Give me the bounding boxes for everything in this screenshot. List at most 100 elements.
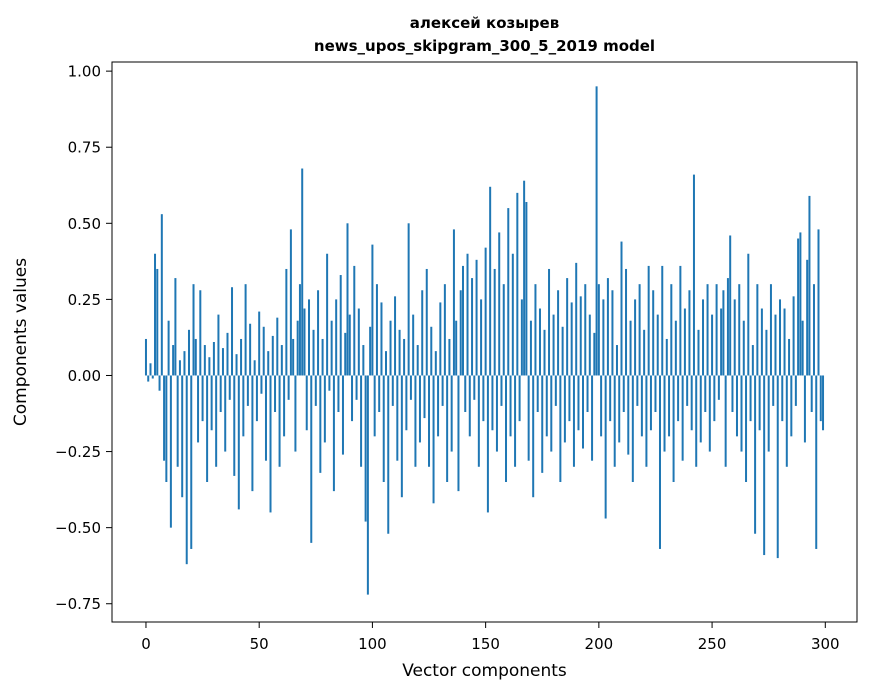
bar xyxy=(584,284,587,376)
bar xyxy=(495,375,498,452)
bar xyxy=(754,375,757,534)
bar xyxy=(717,375,720,400)
bar xyxy=(597,284,600,376)
bar xyxy=(217,314,220,376)
bar xyxy=(538,308,541,376)
bar xyxy=(382,375,385,482)
bar xyxy=(269,375,272,513)
bar xyxy=(570,302,573,376)
bar xyxy=(625,268,628,376)
bar xyxy=(172,345,175,376)
bar xyxy=(645,375,648,467)
bar xyxy=(192,284,195,376)
bar xyxy=(461,265,464,376)
bar xyxy=(781,375,784,422)
bar xyxy=(294,375,297,452)
bar xyxy=(486,375,489,513)
bar xyxy=(330,320,333,376)
bar xyxy=(278,375,281,467)
bar xyxy=(389,320,392,376)
bar xyxy=(292,338,295,376)
bar xyxy=(525,202,528,376)
axes-frame xyxy=(111,61,858,623)
bar xyxy=(611,290,614,376)
bar xyxy=(733,299,736,376)
bar xyxy=(683,308,686,376)
bar xyxy=(439,302,442,376)
bar xyxy=(457,375,460,492)
bar xyxy=(797,238,800,376)
bar xyxy=(554,375,557,406)
bar xyxy=(443,284,446,376)
bar xyxy=(212,342,215,376)
bar xyxy=(441,375,444,406)
bar xyxy=(369,326,372,376)
bar xyxy=(362,345,365,376)
bar xyxy=(640,375,643,437)
bar xyxy=(763,375,766,556)
bar xyxy=(344,332,347,376)
x-tick-label: 0 xyxy=(141,635,151,653)
chart-title-line1: алексей козырев xyxy=(409,14,560,32)
bar xyxy=(199,290,202,376)
bar xyxy=(360,375,363,467)
bar xyxy=(702,299,705,376)
bar xyxy=(552,314,555,376)
bar xyxy=(634,299,637,376)
bar xyxy=(697,329,700,376)
bar xyxy=(713,375,716,422)
bar xyxy=(348,314,351,376)
bar xyxy=(357,308,360,376)
bar xyxy=(244,284,247,376)
bar xyxy=(686,375,689,406)
bar xyxy=(812,284,815,376)
bar xyxy=(407,223,410,376)
bar xyxy=(661,265,664,376)
bar xyxy=(434,351,437,376)
bar xyxy=(751,345,754,376)
bar xyxy=(738,284,741,376)
bar xyxy=(160,214,163,376)
bar xyxy=(455,320,458,376)
bar xyxy=(695,375,698,467)
bar xyxy=(529,320,532,376)
bar xyxy=(690,375,693,431)
bar xyxy=(165,375,168,482)
bar xyxy=(799,232,802,376)
bar xyxy=(181,375,184,498)
bar xyxy=(627,375,630,455)
bar xyxy=(810,375,813,412)
bar xyxy=(235,354,238,376)
bar xyxy=(654,375,657,412)
bar xyxy=(475,259,478,376)
bar xyxy=(735,375,738,437)
bar xyxy=(606,278,609,376)
bar xyxy=(509,375,512,437)
bar xyxy=(615,345,618,376)
bar xyxy=(226,332,229,376)
y-tick-label: 0.75 xyxy=(68,139,101,157)
bar xyxy=(167,320,170,376)
bar xyxy=(147,375,150,382)
bar xyxy=(647,265,650,376)
bar xyxy=(394,296,397,376)
bar xyxy=(197,375,200,443)
bar xyxy=(681,375,684,461)
bar xyxy=(643,329,646,376)
bar xyxy=(776,375,779,559)
bar xyxy=(588,314,591,376)
bar xyxy=(176,375,179,467)
bar xyxy=(600,375,603,437)
bar xyxy=(575,262,578,376)
bar xyxy=(692,174,695,376)
bar xyxy=(364,375,367,522)
bar xyxy=(559,375,562,482)
bar xyxy=(706,284,709,376)
bar xyxy=(579,296,582,376)
bar xyxy=(156,268,159,376)
bar xyxy=(430,326,433,376)
bar xyxy=(471,278,474,376)
bar xyxy=(548,268,551,376)
bar xyxy=(586,375,589,412)
